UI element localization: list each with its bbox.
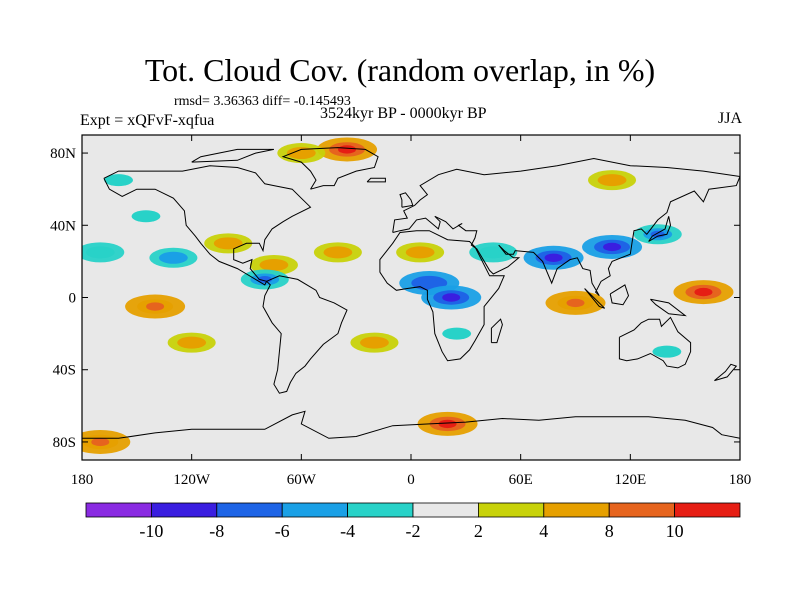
coastline — [399, 192, 414, 208]
anomaly-region — [167, 332, 216, 353]
latitude-axis: 80N 40N 0 40S 80S — [50, 146, 740, 451]
anomaly-region — [277, 143, 326, 164]
colorbar-label: -6 — [275, 521, 290, 541]
anomaly-region — [523, 245, 584, 270]
colorbar-label: 8 — [605, 521, 614, 541]
anomaly-region — [317, 137, 378, 162]
anomaly-region — [204, 233, 253, 254]
coastline — [618, 316, 692, 369]
plot-background — [82, 135, 740, 460]
coastline — [584, 288, 606, 309]
colorbar-swatch — [412, 502, 479, 518]
plot-area — [82, 135, 740, 460]
coastline — [379, 230, 505, 362]
x-tick-label: 180 — [729, 472, 752, 488]
anomaly-region — [642, 341, 691, 362]
coastline — [609, 284, 630, 306]
y-tick-label: 40S — [53, 363, 76, 379]
y-tick-label: 0 — [69, 291, 77, 307]
colorbar: -10 -8 -6 -4 -2 2 4 8 10 — [85, 502, 741, 541]
anomaly-region — [432, 323, 481, 344]
x-tick-label: 120E — [614, 472, 646, 488]
colorbar-swatch — [150, 502, 218, 518]
anomaly-layer — [82, 137, 734, 454]
y-tick-label: 80N — [50, 146, 76, 162]
colorbar-label: 4 — [539, 521, 548, 541]
coastline — [714, 363, 738, 382]
season-label: JJA — [717, 110, 742, 127]
colorbar-label: 10 — [666, 521, 684, 541]
colorbar-label: -10 — [139, 521, 163, 541]
colorbar-swatch — [85, 502, 152, 518]
y-tick-label: 80S — [53, 435, 76, 451]
coastline — [366, 177, 386, 183]
colorbar-swatch — [608, 502, 676, 518]
anomaly-region — [82, 242, 125, 263]
anomaly-region — [673, 280, 734, 305]
colorbar-swatch — [543, 502, 610, 518]
anomaly-region — [417, 411, 478, 436]
anomaly-region — [149, 247, 198, 268]
x-tick-label: 0 — [407, 472, 415, 488]
x-tick-label: 180 — [71, 472, 94, 488]
coastline-layer — [82, 147, 740, 439]
colorbar-swatch — [347, 502, 414, 518]
rmsd-diff-stats: rmsd= 3.36363 diff= -0.145493 — [174, 94, 351, 109]
colorbar-swatch — [674, 502, 741, 518]
anomaly-region — [350, 332, 399, 353]
colorbar-label: -4 — [340, 521, 355, 541]
x-tick-label: 120W — [173, 472, 211, 488]
chart-title: Tot. Cloud Cov. (random overlap, in %) — [144, 52, 656, 88]
x-tick-label: 60E — [509, 472, 533, 488]
colorbar-label: -8 — [209, 521, 224, 541]
coastline — [490, 318, 503, 344]
colorbar-label: 2 — [474, 521, 483, 541]
coastline — [281, 147, 379, 190]
anomaly-region — [545, 290, 606, 315]
anomaly-region — [633, 224, 682, 245]
anomaly-region — [582, 234, 643, 259]
longitude-axis: 180 120W 60W 0 60E 120E 180 — [71, 135, 752, 488]
anomaly-region — [313, 242, 362, 263]
anomaly-region — [588, 170, 637, 191]
coastline — [103, 165, 312, 286]
anomaly-region — [469, 242, 518, 263]
coastline — [648, 216, 672, 242]
x-tick-label: 60W — [287, 472, 317, 488]
coastline — [82, 410, 740, 439]
anomaly-region — [240, 269, 289, 290]
anomaly-region — [125, 294, 186, 319]
coastline — [262, 275, 348, 394]
experiment-label: Expt = xQFvF-xqfua — [80, 112, 215, 129]
anomaly-region — [396, 242, 445, 263]
y-tick-label: 40N — [50, 218, 76, 234]
anomaly-region — [94, 170, 143, 191]
colorbar-swatch — [281, 502, 349, 518]
colorbar-swatch — [216, 502, 283, 518]
coastline — [191, 148, 274, 163]
colorbar-swatch — [477, 502, 545, 518]
anomaly-region — [82, 429, 131, 454]
anomaly-region — [421, 285, 482, 310]
anomaly-region — [121, 206, 170, 227]
coastline — [392, 157, 740, 297]
time-period-label: 3524kyr BP - 0000kyr BP — [320, 105, 487, 122]
colorbar-label: -2 — [406, 521, 421, 541]
coastline — [650, 298, 687, 317]
